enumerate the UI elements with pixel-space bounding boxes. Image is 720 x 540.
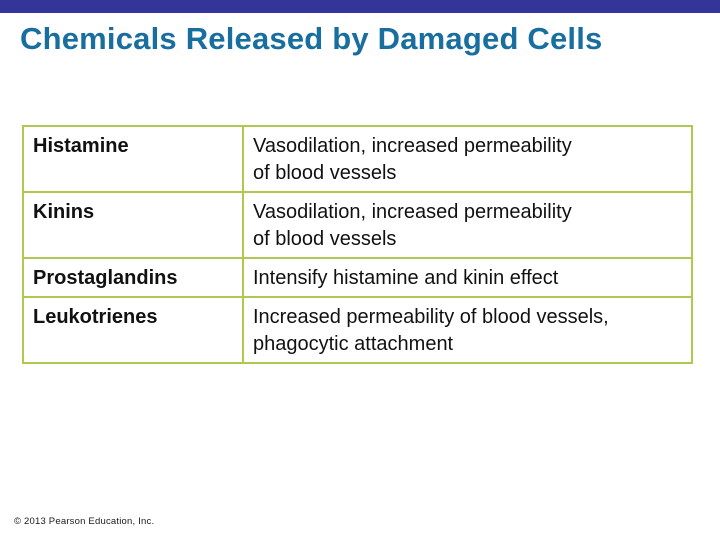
effect-cell: Intensify histamine and kinin effect xyxy=(242,257,693,298)
slide-title: Chemicals Released by Damaged Cells xyxy=(20,21,603,56)
chemical-name-cell: Histamine xyxy=(22,125,244,193)
chemical-name-cell: Prostaglandins xyxy=(22,257,244,298)
chemicals-table: Histamine Vasodilation, increased permea… xyxy=(22,125,693,364)
effect-cell: Vasodilation, increased permeability of … xyxy=(242,125,693,193)
table-row: Kinins Vasodilation, increased permeabil… xyxy=(22,191,693,259)
top-accent-bar xyxy=(0,0,720,13)
effect-cell: Increased permeability of blood vessels,… xyxy=(242,296,693,364)
effect-cell: Vasodilation, increased permeability of … xyxy=(242,191,693,259)
table-row: Histamine Vasodilation, increased permea… xyxy=(22,125,693,193)
table-row: Leukotrienes Increased permeability of b… xyxy=(22,296,693,364)
table-row: Prostaglandins Intensify histamine and k… xyxy=(22,257,693,298)
copyright-text: © 2013 Pearson Education, Inc. xyxy=(14,516,155,527)
chemical-name-cell: Leukotrienes xyxy=(22,296,244,364)
chemical-name-cell: Kinins xyxy=(22,191,244,259)
